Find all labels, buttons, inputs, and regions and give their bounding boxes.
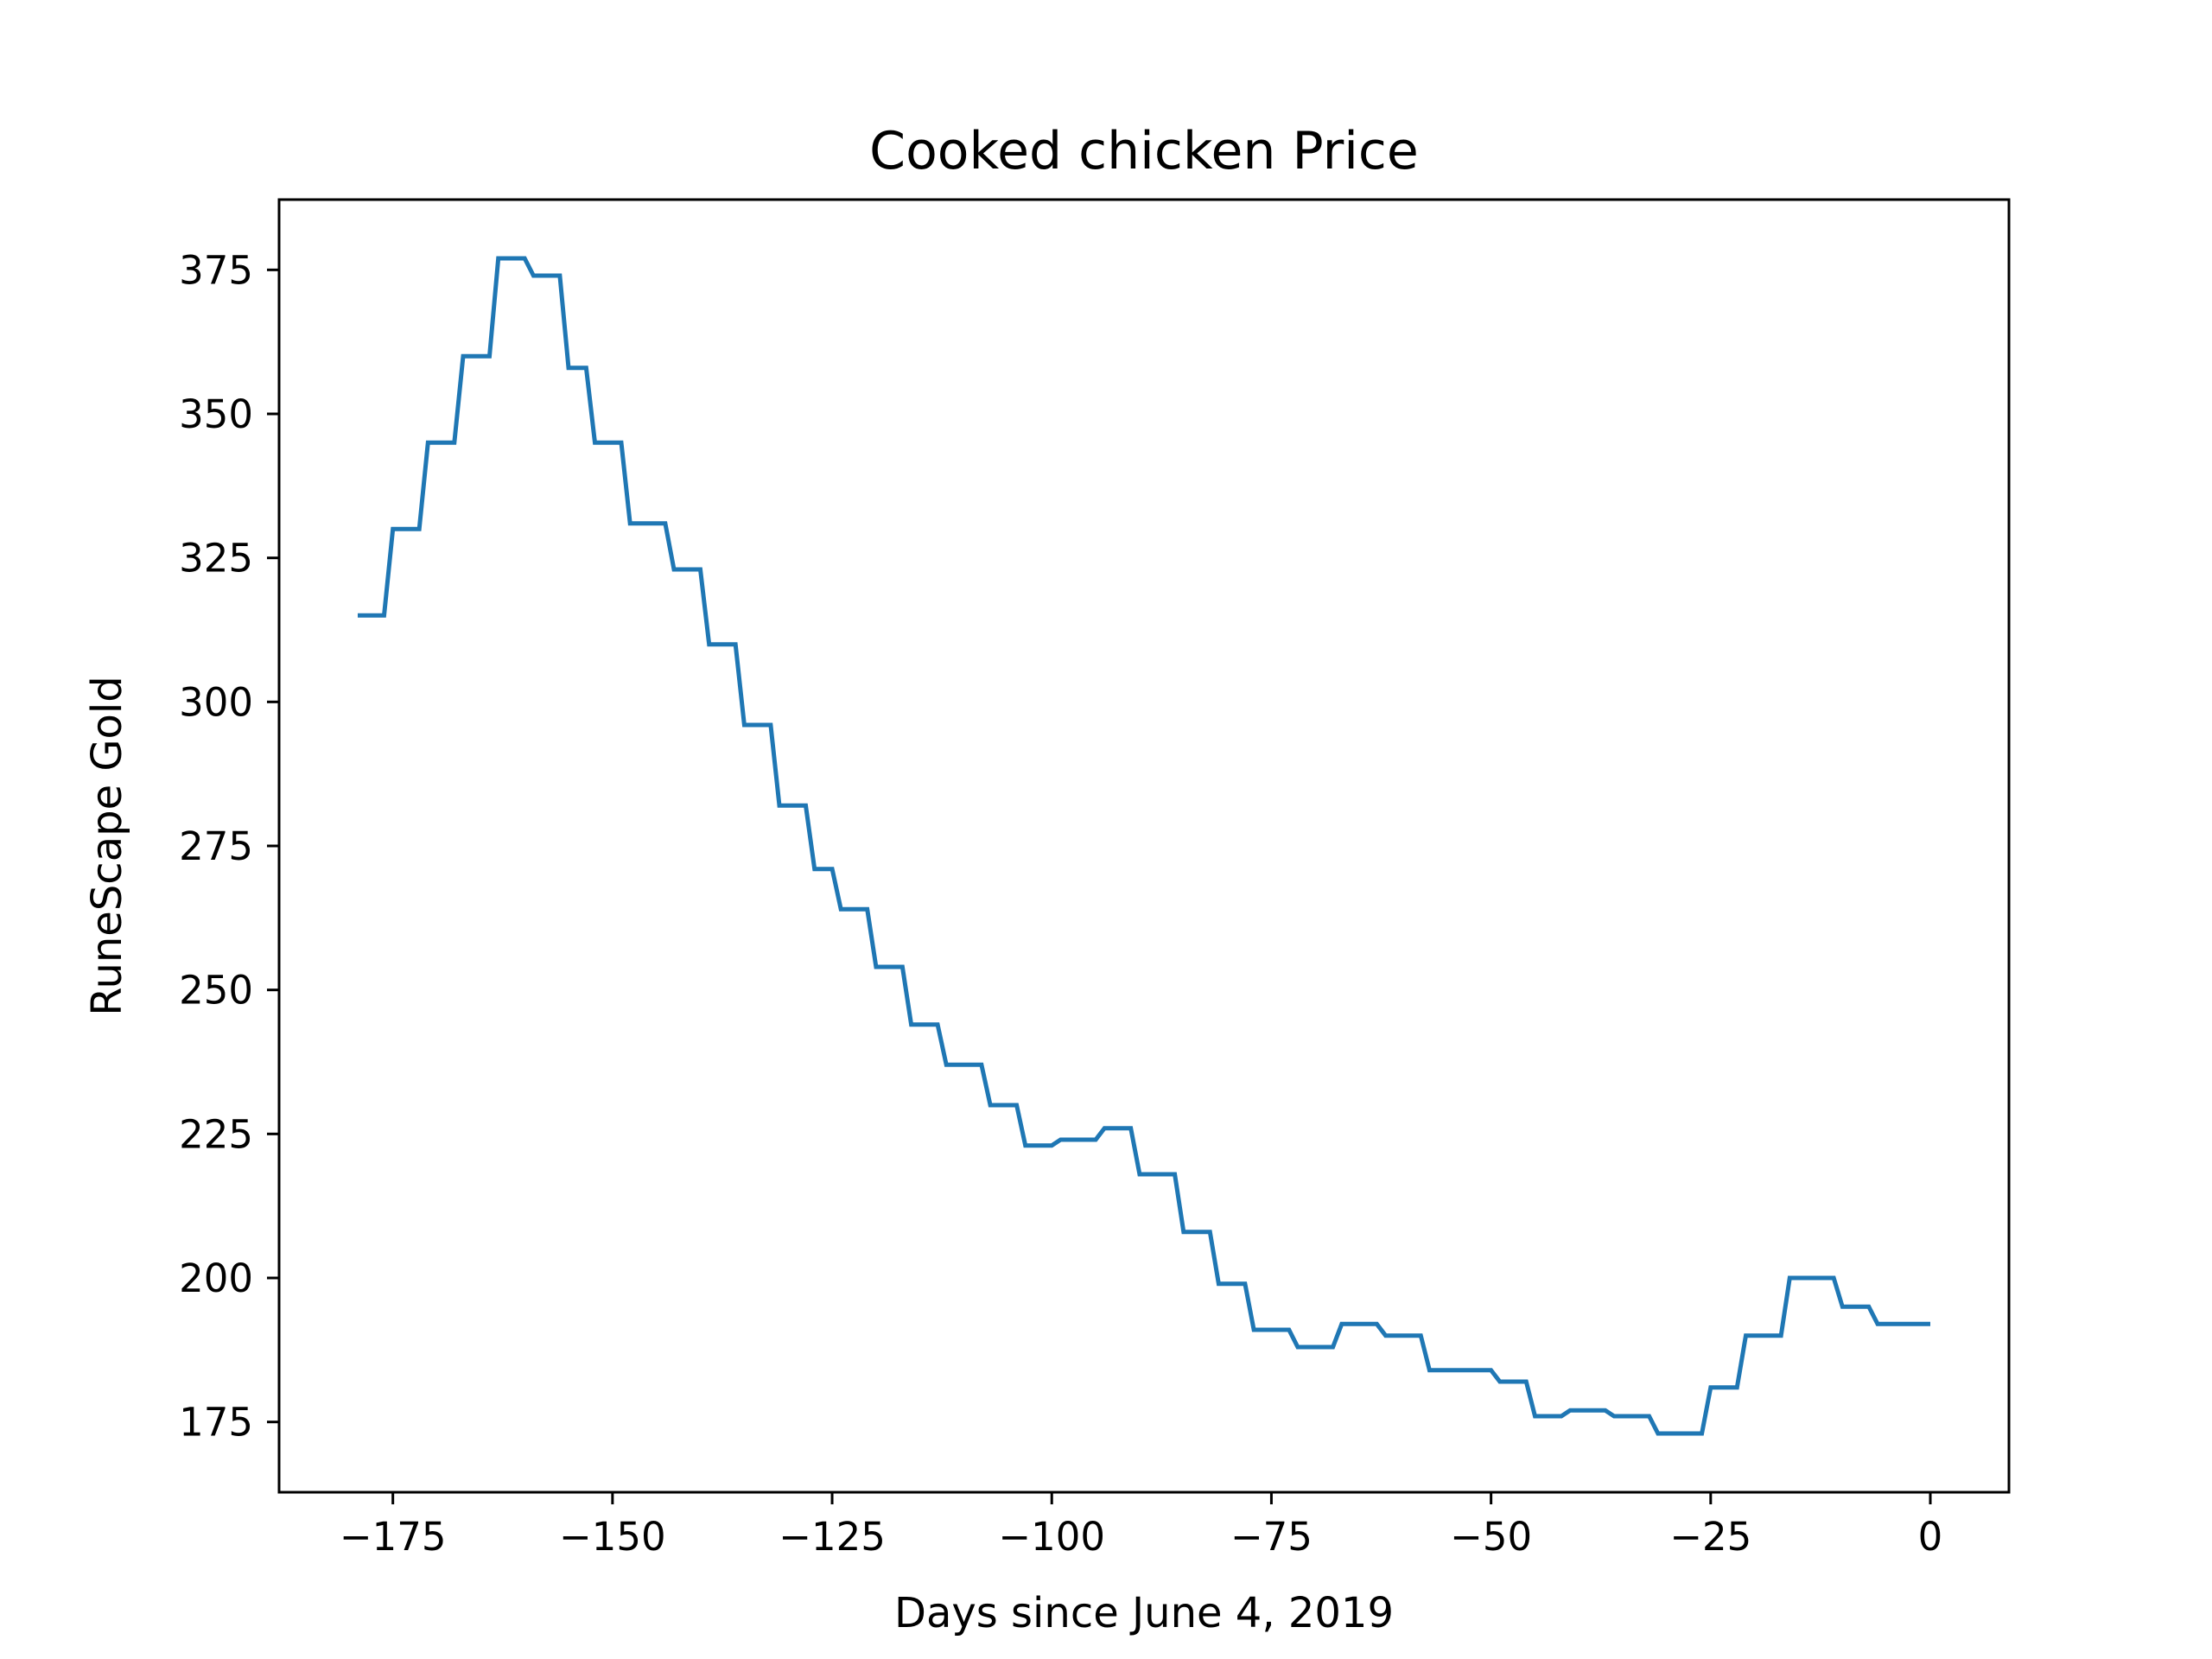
- x-tick-label: −75: [1230, 1514, 1313, 1560]
- y-tick-label: 200: [179, 1255, 253, 1301]
- series-line-group: [358, 256, 1930, 1436]
- x-tick-label: −25: [1669, 1514, 1751, 1560]
- y-tick-label: 175: [179, 1400, 253, 1446]
- x-axis-label: Days since June 4, 2019: [894, 1589, 1394, 1637]
- y-tick-label: 300: [179, 679, 253, 725]
- plot-area-frame: [277, 198, 2011, 1494]
- y-tick-label: 350: [179, 391, 253, 437]
- x-tick-label: −175: [340, 1514, 447, 1560]
- y-axis-label: RuneScape Gold: [83, 676, 131, 1015]
- x-tick-label: −50: [1450, 1514, 1532, 1560]
- y-tick-label: 275: [179, 823, 253, 869]
- y-tick-label: 250: [179, 968, 253, 1014]
- y-tick-label: 325: [179, 536, 253, 582]
- x-axis: −175 −150 −125 −100 −75 −50 −25 0: [340, 1492, 1942, 1560]
- x-tick-label: −150: [559, 1514, 666, 1560]
- y-tick-label: 375: [179, 247, 253, 293]
- x-tick-label: −100: [998, 1514, 1105, 1560]
- y-axis: 175 200 225 250 275 300 325 350 375: [179, 247, 279, 1446]
- y-tick-label: 225: [179, 1111, 253, 1157]
- x-tick-label: −125: [779, 1514, 886, 1560]
- chart-title: Cooked chicken Price: [869, 121, 1419, 181]
- series-line-0: [358, 256, 1930, 1436]
- x-tick-label: 0: [1918, 1514, 1943, 1560]
